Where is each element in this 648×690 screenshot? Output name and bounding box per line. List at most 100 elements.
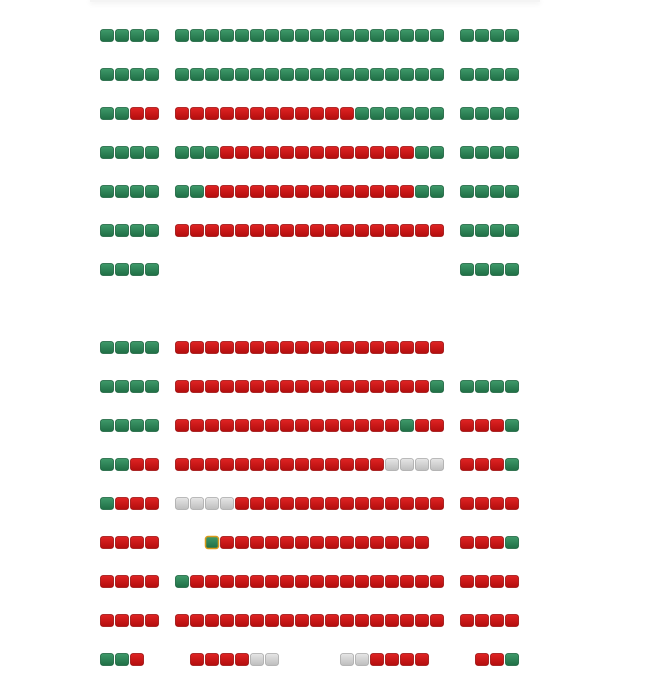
seat-available[interactable] (370, 68, 384, 81)
seat-available[interactable] (490, 263, 504, 276)
seat-available[interactable] (145, 29, 159, 42)
seat-available[interactable] (385, 107, 399, 120)
seat-available[interactable] (370, 107, 384, 120)
seat-available[interactable] (430, 107, 444, 120)
seat-available[interactable] (430, 380, 444, 393)
seat-available[interactable] (415, 146, 429, 159)
seat-available[interactable] (490, 146, 504, 159)
seat-available[interactable] (145, 224, 159, 237)
seat-available[interactable] (115, 224, 129, 237)
seat-available[interactable] (130, 419, 144, 432)
seat-available[interactable] (280, 29, 294, 42)
seat-available[interactable] (145, 341, 159, 354)
seat-available[interactable] (505, 419, 519, 432)
seat-available[interactable] (175, 146, 189, 159)
seat-available[interactable] (115, 653, 129, 666)
seat-available[interactable] (400, 419, 414, 432)
seat-available[interactable] (505, 380, 519, 393)
seat-available[interactable] (205, 68, 219, 81)
seat-available[interactable] (490, 185, 504, 198)
seat-available[interactable] (460, 185, 474, 198)
seat-available[interactable] (430, 185, 444, 198)
seat-available[interactable] (505, 263, 519, 276)
seat-available[interactable] (190, 185, 204, 198)
seat-available[interactable] (415, 107, 429, 120)
seat-available[interactable] (475, 380, 489, 393)
seat-available[interactable] (145, 68, 159, 81)
seat-available[interactable] (505, 458, 519, 471)
seat-selected[interactable] (204, 535, 220, 550)
seat-available[interactable] (100, 458, 114, 471)
seat-available[interactable] (340, 29, 354, 42)
seat-available[interactable] (115, 146, 129, 159)
seat-available[interactable] (115, 419, 129, 432)
seat-available[interactable] (490, 380, 504, 393)
seat-available[interactable] (430, 29, 444, 42)
seat-available[interactable] (460, 146, 474, 159)
seat-available[interactable] (115, 380, 129, 393)
seat-available[interactable] (100, 380, 114, 393)
seat-available[interactable] (295, 68, 309, 81)
seat-available[interactable] (220, 68, 234, 81)
seat-available[interactable] (235, 68, 249, 81)
seat-available[interactable] (505, 185, 519, 198)
seat-available[interactable] (415, 68, 429, 81)
seat-available[interactable] (100, 224, 114, 237)
seat-available[interactable] (175, 68, 189, 81)
seat-available[interactable] (430, 68, 444, 81)
seat-available[interactable] (325, 29, 339, 42)
seat-available[interactable] (235, 29, 249, 42)
seat-available[interactable] (100, 185, 114, 198)
seat-available[interactable] (145, 146, 159, 159)
seat-available[interactable] (475, 224, 489, 237)
seat-available[interactable] (340, 68, 354, 81)
seat-available[interactable] (145, 185, 159, 198)
seat-available[interactable] (460, 68, 474, 81)
seat-available[interactable] (475, 68, 489, 81)
seat-available[interactable] (415, 29, 429, 42)
seat-available[interactable] (100, 341, 114, 354)
seat-available[interactable] (430, 146, 444, 159)
seat-available[interactable] (115, 107, 129, 120)
seat-available[interactable] (220, 29, 234, 42)
seat-available[interactable] (295, 29, 309, 42)
seat-available[interactable] (475, 263, 489, 276)
seat-available[interactable] (190, 146, 204, 159)
seat-available[interactable] (115, 341, 129, 354)
seat-available[interactable] (505, 653, 519, 666)
seat-available[interactable] (190, 68, 204, 81)
seat-available[interactable] (115, 458, 129, 471)
seat-available[interactable] (460, 29, 474, 42)
seat-available[interactable] (100, 497, 114, 510)
seat-available[interactable] (100, 263, 114, 276)
seat-available[interactable] (130, 224, 144, 237)
seat-available[interactable] (280, 68, 294, 81)
seat-available[interactable] (355, 68, 369, 81)
seat-available[interactable] (325, 68, 339, 81)
seat-available[interactable] (355, 107, 369, 120)
seat-available[interactable] (205, 146, 219, 159)
seat-available[interactable] (490, 29, 504, 42)
seat-available[interactable] (100, 419, 114, 432)
seat-available[interactable] (100, 68, 114, 81)
seat-available[interactable] (385, 29, 399, 42)
seat-available[interactable] (400, 107, 414, 120)
seat-available[interactable] (475, 29, 489, 42)
seat-available[interactable] (460, 380, 474, 393)
seat-available[interactable] (505, 146, 519, 159)
seat-available[interactable] (490, 224, 504, 237)
seat-available[interactable] (460, 224, 474, 237)
seat-available[interactable] (190, 29, 204, 42)
seat-available[interactable] (130, 68, 144, 81)
seat-available[interactable] (400, 68, 414, 81)
seat-available[interactable] (490, 68, 504, 81)
seat-available[interactable] (115, 263, 129, 276)
seat-available[interactable] (370, 29, 384, 42)
seat-available[interactable] (505, 107, 519, 120)
seat-available[interactable] (505, 68, 519, 81)
seat-available[interactable] (100, 146, 114, 159)
seat-available[interactable] (505, 224, 519, 237)
seat-available[interactable] (250, 29, 264, 42)
seat-available[interactable] (145, 263, 159, 276)
seat-available[interactable] (175, 575, 189, 588)
